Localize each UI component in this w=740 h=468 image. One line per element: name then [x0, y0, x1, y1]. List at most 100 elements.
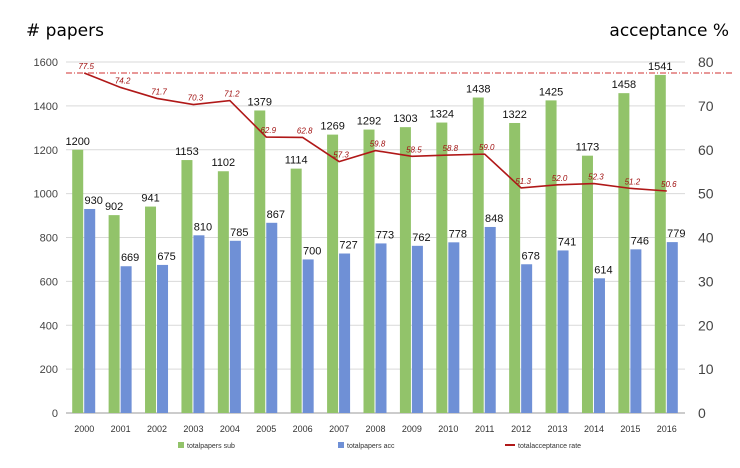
y-tick-label: 200: [40, 364, 58, 376]
bar-label-accepted: 700: [303, 245, 321, 257]
bar-submitted: [363, 129, 375, 413]
x-tick-label: 2002: [147, 424, 167, 434]
bar-label-submitted: 1114: [285, 155, 308, 167]
y2-tick-label: 30: [698, 273, 714, 289]
bar-accepted: [521, 264, 533, 413]
line-value-label: 51.3: [515, 177, 531, 186]
bar-accepted: [84, 208, 96, 413]
bar-submitted: [618, 93, 630, 414]
bar-label-accepted: 867: [267, 209, 285, 221]
line-value-label: 77.5: [78, 62, 94, 71]
bar-accepted: [484, 226, 496, 413]
bar-accepted: [339, 253, 351, 413]
x-tick-label: 2010: [438, 424, 458, 434]
y-tick-label: 1400: [34, 101, 58, 113]
bar-label-accepted: 741: [558, 236, 576, 248]
y-tick-label: 400: [40, 320, 58, 332]
bar-submitted: [327, 134, 339, 413]
x-tick-label: 2003: [183, 424, 203, 434]
bar-submitted: [436, 122, 448, 414]
bar-accepted: [593, 278, 605, 413]
bar-label-submitted: 1541: [648, 61, 672, 73]
bar-submitted: [108, 215, 120, 413]
bar-label-accepted: 779: [667, 228, 685, 240]
bar-submitted: [217, 171, 229, 413]
bar-label-submitted: 1303: [393, 113, 417, 125]
acceptance-line-group: 77.5 74.2 71.7 70.3 71.2 62.9 62.8 57.3 59.8 58.5…: [78, 62, 677, 192]
bar-label-accepted: 778: [449, 228, 467, 240]
bar-accepted: [193, 235, 205, 413]
bar-label-submitted: 1173: [576, 142, 600, 154]
bar-label-accepted: 678: [521, 250, 539, 262]
y-tick-label: 1200: [34, 145, 58, 157]
y-tick-label: 1600: [34, 57, 58, 69]
x-tick-label: 2007: [329, 424, 349, 434]
bar-accepted: [666, 242, 678, 413]
bar-submitted: [472, 97, 484, 413]
line-value-label: 74.2: [115, 76, 131, 85]
legend-swatch: [178, 442, 184, 448]
y2-tick-label: 10: [698, 361, 714, 377]
bar-label-accepted: 773: [376, 229, 394, 241]
y-tick-label: 1000: [34, 189, 58, 201]
axes-group: 0 200 400 600 800 1000 1200 1400 1600 0 10 20 30 40 50…: [34, 54, 714, 434]
line-value-label: 57.3: [333, 151, 349, 160]
y2-tick-label: 0: [698, 405, 706, 421]
line-value-label: 58.8: [443, 144, 459, 153]
bar-label-submitted: 941: [141, 193, 159, 205]
bar-label-accepted: 785: [230, 227, 248, 239]
bar-label-submitted: 1269: [320, 121, 344, 133]
bar-submitted: [254, 110, 266, 413]
x-tick-label: 2015: [620, 424, 640, 434]
bar-submitted: [581, 155, 593, 413]
y2-tick-label: 60: [698, 142, 714, 158]
bar-label-submitted: 1322: [502, 109, 526, 121]
line-value-label: 70.3: [188, 94, 204, 103]
line-value-label: 59.0: [479, 143, 495, 152]
bar-label-submitted: 1200: [65, 136, 89, 148]
line-value-label: 62.8: [297, 126, 313, 135]
bar-accepted: [157, 264, 169, 413]
y2-axis-title: acceptance %: [609, 21, 729, 41]
bar-accepted: [266, 222, 278, 413]
bar-submitted: [509, 122, 521, 413]
bar-accepted: [630, 249, 642, 413]
bar-submitted: [654, 74, 666, 414]
x-tick-label: 2016: [657, 424, 677, 434]
bar-accepted: [229, 240, 241, 413]
bar-accepted: [302, 259, 314, 413]
x-tick-label: 2006: [293, 424, 313, 434]
x-tick-label: 2008: [365, 424, 385, 434]
bar-label-submitted: 902: [105, 201, 123, 213]
acceptance-rate-line: [83, 72, 667, 192]
y-axis-title: # papers: [26, 21, 104, 41]
line-value-label: 50.6: [661, 180, 677, 189]
legend-swatch: [338, 442, 344, 448]
bar-label-submitted: 1102: [212, 157, 236, 169]
y2-tick-label: 20: [698, 317, 714, 333]
y-tick-label: 600: [40, 276, 58, 288]
x-tick-label: 2011: [475, 424, 494, 434]
bar-label-accepted: 727: [339, 240, 357, 252]
bar-accepted: [557, 250, 569, 413]
bar-label-submitted: 1379: [248, 96, 272, 108]
line-value-label: 71.2: [224, 90, 240, 99]
line-value-label: 52.3: [588, 173, 604, 182]
bar-label-submitted: 1324: [430, 109, 454, 121]
line-value-label: 62.9: [260, 126, 276, 135]
bar-label-accepted: 614: [594, 264, 612, 276]
legend-label: totalpapers acc: [347, 443, 395, 450]
legend-label: totalpapers sub: [187, 443, 235, 450]
line-value-label: 59.8: [370, 140, 386, 149]
x-tick-label: 2005: [256, 424, 276, 434]
x-tick-label: 2014: [584, 424, 604, 434]
bar-label-submitted: 1153: [175, 146, 199, 158]
bar-label-submitted: 1292: [357, 116, 381, 128]
gridlines: [66, 61, 685, 414]
x-tick-label: 2000: [74, 424, 94, 434]
y2-tick-label: 50: [698, 186, 714, 202]
line-value-label: 58.5: [406, 145, 422, 154]
x-tick-label: 2004: [220, 424, 240, 434]
